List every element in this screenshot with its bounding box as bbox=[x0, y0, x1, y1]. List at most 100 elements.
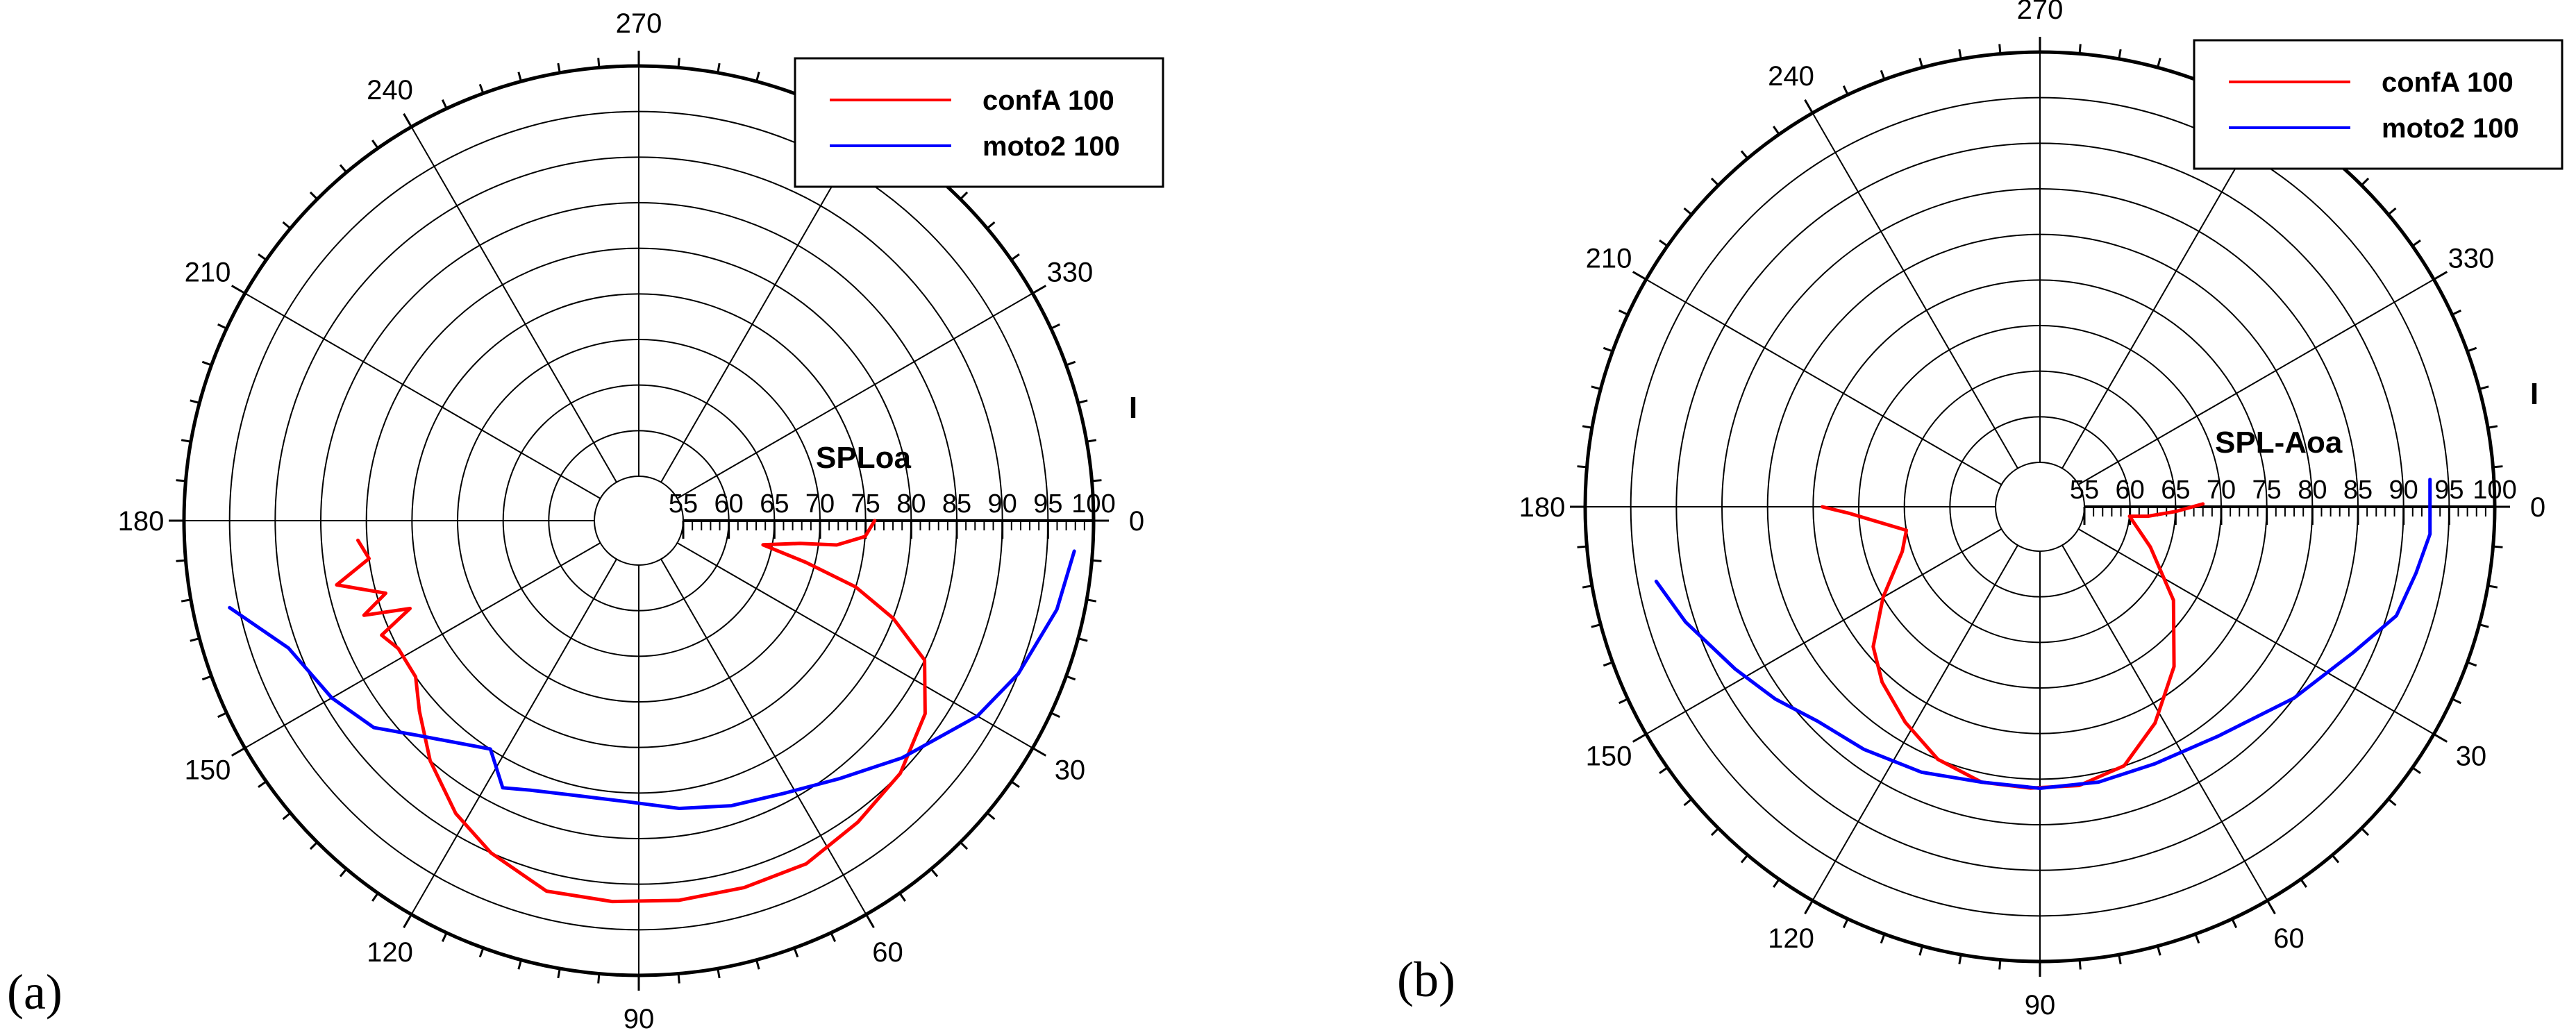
angle-tick-mark-255-b bbox=[1918, 58, 1923, 68]
angle-tick-mark-130-b bbox=[1740, 854, 1749, 864]
radial-tick-label-55-b: 55 bbox=[2070, 476, 2099, 505]
angle-tick-mark-255-a bbox=[517, 72, 522, 82]
angle-tick-mark-225-a bbox=[309, 191, 318, 200]
angle-tick-mark-140-a bbox=[282, 812, 292, 821]
angle-label-180-a: 180 bbox=[118, 506, 165, 537]
radial-tick-label-90-a: 90 bbox=[988, 489, 1017, 519]
radial-tick-label-60-a: 60 bbox=[714, 489, 744, 519]
angle-tick-mark-100-b bbox=[1958, 954, 1962, 965]
angular-axis-title-b: I bbox=[2530, 377, 2539, 411]
angle-tick-mark-200-a bbox=[201, 360, 212, 367]
angle-tick-mark-315-b bbox=[2361, 177, 2370, 186]
angle-tick-mark-315-a bbox=[960, 191, 969, 200]
radial-tick-label-100-a: 100 bbox=[1071, 489, 1115, 519]
angle-tick-mark-75-b bbox=[2157, 946, 2161, 956]
angle-tick-mark-145-a bbox=[258, 780, 267, 788]
angle-tick-mark-245-a bbox=[441, 99, 448, 110]
angle-tick-mark-275-a bbox=[677, 58, 680, 68]
angle-label-210-a: 210 bbox=[185, 258, 231, 288]
spoke-150-a bbox=[244, 542, 601, 749]
angle-tick-mark-85-a bbox=[677, 973, 680, 984]
angle-label-90-a: 90 bbox=[624, 1004, 655, 1033]
angle-tick-mark-75-a bbox=[755, 959, 760, 970]
angle-tick-mark-110-a bbox=[478, 947, 485, 958]
angle-label-60-b: 60 bbox=[2273, 923, 2305, 954]
spoke-60-b bbox=[2061, 544, 2268, 901]
legend-box-b bbox=[2193, 39, 2564, 170]
angle-tick-mark-250-a bbox=[478, 83, 485, 94]
angle-tick-mark-340-b bbox=[2466, 346, 2477, 353]
angle-tick-mark-10-b bbox=[2487, 585, 2498, 589]
angle-tick-mark-45-b bbox=[2361, 828, 2370, 837]
series-line-moto2-a bbox=[228, 549, 1076, 810]
radial-tick-label-95-b: 95 bbox=[2434, 476, 2464, 505]
angle-tick-mark-345-b bbox=[2479, 385, 2489, 390]
angle-tick-mark-65-b bbox=[2231, 918, 2238, 928]
radial-tick-label-85-a: 85 bbox=[942, 489, 971, 519]
radial-tick-label-100-b: 100 bbox=[2473, 476, 2516, 505]
angle-tick-mark-355-a bbox=[1092, 479, 1102, 482]
angle-tick-mark-115-a bbox=[441, 932, 448, 942]
radial-tick-label-80-b: 80 bbox=[2298, 476, 2327, 505]
angle-tick-mark-25-b bbox=[2451, 698, 2461, 705]
angle-tick-mark-70-a bbox=[793, 947, 799, 958]
angle-label-150-b: 150 bbox=[1586, 741, 1632, 772]
angle-label-180-b: 180 bbox=[1519, 492, 1566, 523]
angle-tick-mark-55-a bbox=[898, 892, 906, 902]
angle-tick-mark-30-b bbox=[2433, 733, 2448, 743]
angle-tick-mark-170-b bbox=[1582, 585, 1593, 589]
angle-label-60-a: 60 bbox=[872, 937, 903, 968]
radial-tick-label-85-b: 85 bbox=[2343, 476, 2373, 505]
angle-tick-mark-145-b bbox=[1659, 766, 1668, 774]
angle-tick-mark-235-b bbox=[1773, 126, 1780, 135]
angle-tick-mark-195-b bbox=[1591, 385, 1601, 390]
angle-label-240-a: 240 bbox=[367, 75, 413, 106]
angle-tick-mark-195-a bbox=[190, 399, 200, 404]
angle-tick-mark-230-a bbox=[339, 164, 348, 174]
angle-tick-mark-350-a bbox=[1086, 439, 1097, 443]
angle-tick-mark-105-a bbox=[517, 959, 522, 970]
angle-tick-mark-50-b bbox=[2331, 854, 2340, 864]
angle-tick-mark-120-a bbox=[403, 914, 412, 929]
angle-label-120-a: 120 bbox=[367, 937, 413, 968]
angle-tick-mark-200-b bbox=[1603, 346, 1614, 353]
angle-tick-mark-40-a bbox=[986, 812, 996, 821]
radial-tick-label-65-b: 65 bbox=[2161, 476, 2190, 505]
angle-tick-mark-185-a bbox=[176, 479, 186, 482]
angle-tick-mark-260-a bbox=[557, 62, 561, 74]
angle-tick-mark-15-b bbox=[2479, 623, 2489, 628]
angle-tick-mark-125-a bbox=[371, 892, 379, 902]
angle-tick-mark-210-b bbox=[1632, 271, 1647, 280]
radial-tick-label-65-a: 65 bbox=[760, 489, 789, 519]
angle-label-120-b: 120 bbox=[1768, 923, 1814, 954]
angle-tick-mark-80-b bbox=[2118, 954, 2122, 965]
angle-tick-mark-120-b bbox=[1804, 900, 1814, 915]
angle-tick-mark-225-b bbox=[1710, 177, 1719, 186]
angle-tick-mark-220-b bbox=[1683, 207, 1693, 216]
angle-tick-mark-340-a bbox=[1065, 360, 1076, 367]
angle-tick-mark-330-a bbox=[1032, 285, 1047, 294]
subfigure-label-b: (b) bbox=[1397, 952, 1455, 1007]
angle-tick-mark-205-b bbox=[1619, 309, 1629, 316]
angle-label-270-a: 270 bbox=[616, 8, 662, 39]
angle-tick-mark-165-b bbox=[1591, 623, 1601, 628]
angle-label-90-b: 90 bbox=[2025, 990, 2056, 1021]
angle-tick-mark-135-b bbox=[1710, 828, 1719, 837]
angle-label-240-b: 240 bbox=[1768, 61, 1814, 92]
polar-chart-a: 0 30 60 90 120 150 180 210 240 270 330 55 60 65 70 75 80… bbox=[118, 8, 1164, 1033]
angle-label-270-b: 270 bbox=[2017, 0, 2064, 25]
angle-tick-mark-350-b bbox=[2487, 425, 2498, 429]
legend-label-confa-b: confA 100 bbox=[2382, 67, 2514, 98]
spoke-30-b bbox=[2077, 528, 2434, 735]
angle-tick-mark-285-a bbox=[755, 72, 760, 82]
angle-tick-mark-205-a bbox=[217, 323, 228, 330]
angle-tick-mark-105-b bbox=[1918, 946, 1923, 956]
angle-tick-mark-325-b bbox=[2411, 240, 2421, 247]
angle-tick-mark-5-b bbox=[2493, 545, 2503, 548]
angle-tick-mark-110-b bbox=[1880, 933, 1886, 944]
spoke-210-a bbox=[244, 292, 601, 499]
angle-tick-mark-285-b bbox=[2157, 58, 2161, 68]
angle-label-30-a: 30 bbox=[1055, 755, 1086, 786]
angle-tick-mark-235-a bbox=[371, 140, 379, 149]
